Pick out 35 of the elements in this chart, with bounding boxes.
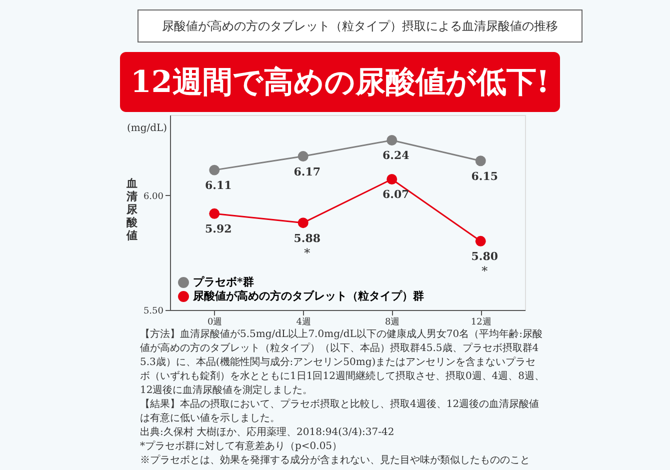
x-tick-label: 8週 <box>385 316 400 328</box>
x-tick-label: 0週 <box>208 316 222 328</box>
x-tick-label: 12週 <box>470 316 492 328</box>
data-label: 6.07 <box>382 188 410 202</box>
y-axis-title: 血清尿酸値 <box>126 177 138 242</box>
y-tick-label: 6.00 <box>143 192 164 202</box>
text: ※プラセボとは、効果を発揮する成分が含まれない、見た目や味が類似したもののこと <box>140 454 530 466</box>
y-tick-label: 5.50 <box>143 306 164 316</box>
point <box>298 151 308 162</box>
chart-subtitle: 12週間で高めの尿酸値が低下! <box>130 65 550 100</box>
point <box>386 174 398 184</box>
text: 【結果】本品の摂取において、プラセボ摂取と比較し、摂取4週後、12週後の血清尿酸値は有意に低い値を示しました。 <box>140 398 540 424</box>
annotation: * <box>304 246 310 260</box>
source-note: 出典:久保村 大樹ほか、応用薬理、2018:94(3/4):37-42 <box>140 426 394 438</box>
x-tick-label: 4週 <box>296 316 311 328</box>
data-label: 6.17 <box>294 165 321 178</box>
point <box>209 164 220 176</box>
data-label: 6.11 <box>204 179 232 192</box>
chart-title: 尿酸値が高めの方のタブレット（粒タイプ）摂取による血清尿酸値の推移 <box>162 19 558 33</box>
legend-label: プラセボ*群 <box>193 276 254 288</box>
data-label: 5.92 <box>204 222 232 236</box>
text: (mg/dL) <box>126 123 168 134</box>
legend-label: 尿酸値が高めの方のタブレット（粒タイプ）群 <box>192 290 424 302</box>
text: *プラセボ群に対して有意差あり（p<0.05） <box>140 440 342 452</box>
data-label: 6.15 <box>471 170 498 183</box>
data-label: 5.88 <box>294 232 321 245</box>
data-label: 6.24 <box>382 149 410 162</box>
point <box>298 218 308 228</box>
point <box>209 208 220 219</box>
annotation: * <box>482 264 488 278</box>
point <box>386 135 398 146</box>
text: 【方法】血清尿酸値が5.5mg/dL以上7.0mg/dL以下の健康成人男女70名（平均年齢:尿酸値が高めの方のタブレット（粒タイプ）（以下、本品）摂取群45.5歳、プラセボ摂取群45.3歳）に、本品(機能性関与成分:アンセリン50mg)またはアンセリンを含まないプラセボ（いずれも錠剤）を水とともに1日1回12週間継続して摂取させ、摂取0週、4週、8週、12週後に血清尿酸値を測定しました。 <box>140 328 545 396</box>
point <box>475 236 486 246</box>
point <box>475 156 486 166</box>
data-label: 5.80 <box>471 250 498 264</box>
